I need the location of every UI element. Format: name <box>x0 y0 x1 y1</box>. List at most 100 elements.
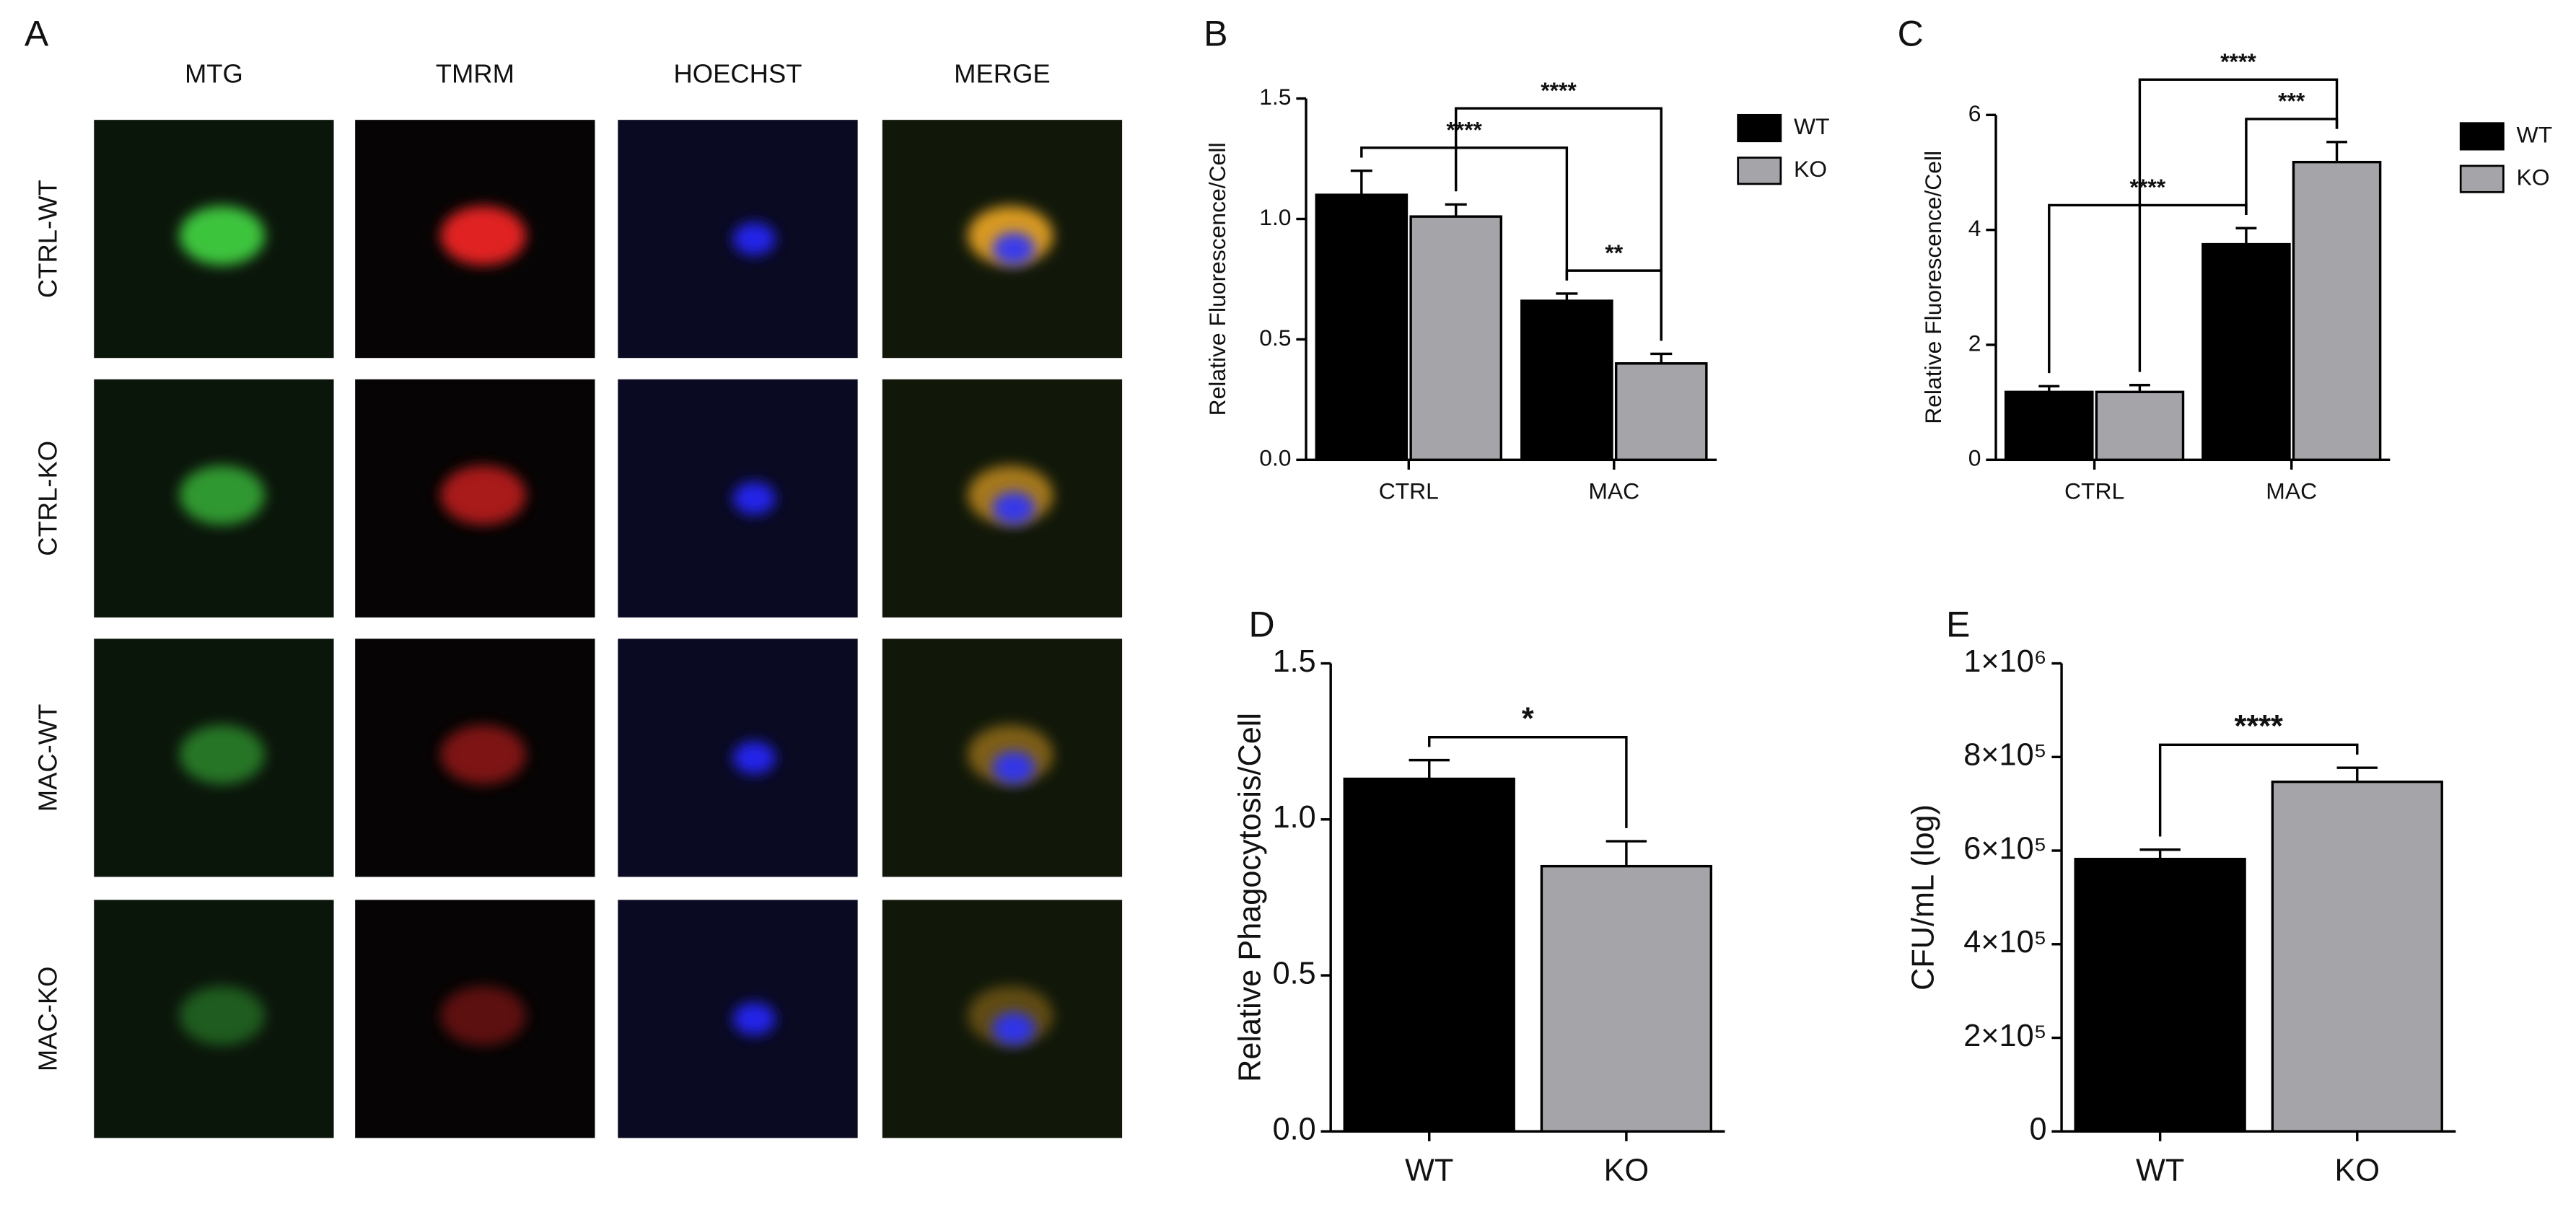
panel-label: A <box>25 13 49 53</box>
column-header: HOECHST <box>673 58 802 88</box>
micrograph <box>94 120 334 359</box>
significance-bracket <box>2048 203 2248 374</box>
significance-label: **** <box>2220 48 2256 74</box>
bar <box>2271 780 2443 1133</box>
bar <box>2292 160 2382 462</box>
bar <box>1614 362 1708 462</box>
column-header: TMRM <box>436 58 514 88</box>
bar <box>2095 390 2185 462</box>
row-label: MAC-WT <box>32 704 62 812</box>
panel-label: C <box>1898 13 1924 53</box>
x-tick-label: CTRL <box>1379 478 1439 504</box>
micrograph <box>618 379 858 618</box>
micrograph <box>882 900 1123 1138</box>
y-tick-label: 0.0 <box>1273 1112 1316 1147</box>
y-tick-label: 0.0 <box>1259 445 1291 471</box>
significance-label: **** <box>1446 117 1482 143</box>
significance-label: * <box>1522 701 1534 736</box>
legend-label: KO <box>1794 156 1827 182</box>
cell-signal <box>179 465 265 525</box>
significance-bracket <box>2158 743 2359 837</box>
micrograph <box>882 379 1123 618</box>
cell-signal <box>179 724 265 784</box>
row-label: MAC-KO <box>32 967 62 1072</box>
x-tick-label: CTRL <box>2064 478 2124 504</box>
nucleus <box>732 1002 776 1036</box>
bar <box>2004 390 2094 462</box>
micrograph <box>94 638 334 877</box>
nucleus <box>992 1012 1035 1045</box>
nucleus <box>992 232 1035 265</box>
bar <box>1343 777 1515 1133</box>
nucleus <box>732 482 776 515</box>
column-header: MTG <box>185 58 243 88</box>
x-tick-label: MAC <box>1588 478 1639 504</box>
significance-label: **** <box>2130 174 2166 200</box>
micrograph <box>618 900 858 1138</box>
panel-label: D <box>1249 605 1275 645</box>
bar <box>2202 242 2291 462</box>
column-header: MERGE <box>954 58 1051 88</box>
y-tick-label: 1.0 <box>1259 204 1291 230</box>
x-tick-label: KO <box>2335 1154 2380 1188</box>
y-tick-label: 0.5 <box>1273 956 1316 991</box>
y-tick-label: 2×10⁵ <box>1963 1019 2046 1053</box>
legend-swatch <box>1737 157 1782 185</box>
y-tick-label: 1.5 <box>1259 84 1291 110</box>
y-axis-label: CFU/mL (log) <box>1906 804 1941 991</box>
cell-signal <box>440 206 526 265</box>
legend-swatch <box>1737 113 1782 143</box>
significance-bracket <box>2138 78 2339 372</box>
y-tick-label: 1.5 <box>1273 644 1316 679</box>
cell-signal <box>179 985 265 1045</box>
bar <box>2074 858 2246 1133</box>
micrograph <box>618 638 858 877</box>
bar <box>1540 864 1713 1133</box>
panel-label: E <box>1946 605 1970 645</box>
legend-swatch <box>2459 164 2505 193</box>
bar <box>1520 299 1613 462</box>
panel-label: B <box>1204 13 1227 53</box>
micrograph <box>94 900 334 1138</box>
cell-signal <box>440 985 526 1045</box>
significance-label: ** <box>1605 240 1623 265</box>
nucleus <box>992 751 1035 784</box>
y-tick-label: 2 <box>1968 330 1981 356</box>
y-axis-label: Relative Fluorescence/Cell <box>1204 142 1230 416</box>
x-tick-label: MAC <box>2266 478 2317 504</box>
legend-label: WT <box>2517 121 2553 147</box>
y-tick-label: 8×10⁵ <box>1963 738 2046 773</box>
bar <box>1409 215 1503 462</box>
cell-signal <box>440 724 526 784</box>
micrograph <box>355 638 595 877</box>
x-tick-label: WT <box>1405 1154 1453 1188</box>
bar <box>1315 193 1409 462</box>
y-tick-label: 6×10⁵ <box>1963 831 2046 866</box>
x-tick-label: WT <box>2136 1154 2184 1188</box>
micrograph <box>882 638 1123 877</box>
y-tick-label: 4×10⁵ <box>1963 925 2046 960</box>
nucleus <box>732 222 776 255</box>
significance-bracket <box>1360 146 1569 281</box>
micrograph <box>618 120 858 359</box>
nucleus <box>732 741 776 775</box>
micrograph <box>355 379 595 618</box>
legend-label: KO <box>2517 164 2550 190</box>
y-axis-label: Relative Phagocytosis/Cell <box>1232 713 1267 1082</box>
y-tick-label: 6 <box>1968 100 1981 126</box>
significance-bracket <box>1428 736 1628 828</box>
row-label: CTRL-WT <box>32 180 62 298</box>
cell-signal <box>179 206 265 265</box>
micrograph <box>355 120 595 359</box>
y-tick-label: 4 <box>1968 215 1981 241</box>
significance-label: **** <box>2235 709 2283 744</box>
cell-signal <box>440 465 526 525</box>
y-tick-label: 0 <box>1968 445 1981 471</box>
significance-bracket <box>1455 107 1662 341</box>
significance-label: **** <box>1541 77 1577 103</box>
y-axis-label: Relative Fluorescence/Cell <box>1920 151 1946 424</box>
y-tick-label: 0 <box>2030 1112 2047 1147</box>
y-tick-label: 1.0 <box>1273 800 1316 835</box>
